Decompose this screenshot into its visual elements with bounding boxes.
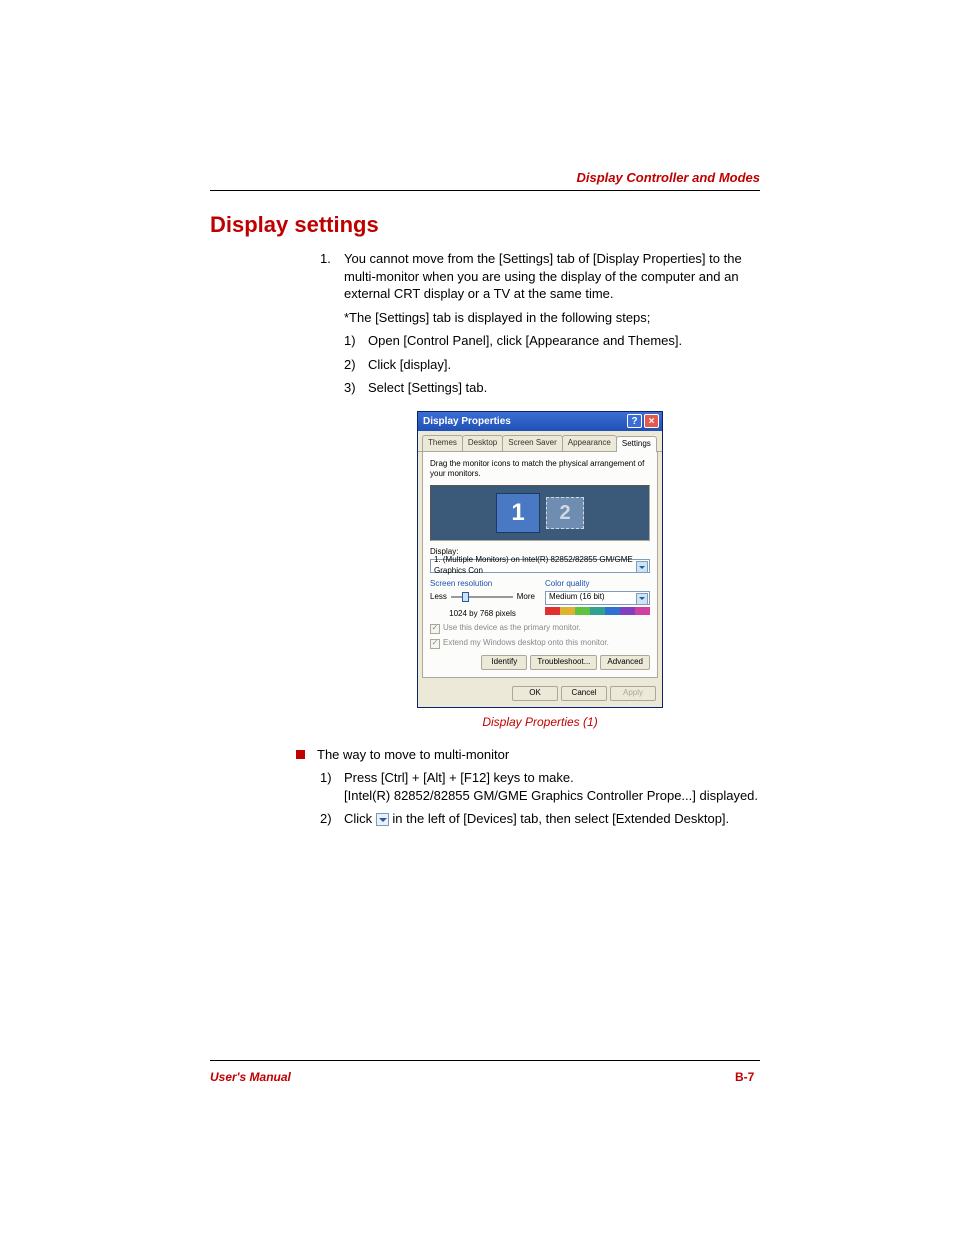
bullet-text: The way to move to multi-monitor <box>317 746 509 764</box>
display-dropdown-value: 1. (Multiple Monitors) on Intel(R) 82852… <box>434 555 646 577</box>
footer-rule <box>210 1060 760 1061</box>
identify-button[interactable]: Identify <box>481 655 527 670</box>
cancel-button[interactable]: Cancel <box>561 686 607 701</box>
resolution-slider[interactable]: Less More <box>430 592 535 603</box>
troubleshoot-button[interactable]: Troubleshoot... <box>530 655 597 670</box>
step-text: Click in the left of [Devices] tab, then… <box>344 810 729 828</box>
dropdown-icon <box>376 813 389 826</box>
extend-desktop-checkbox: ✓ <box>430 639 440 649</box>
color-quality-dropdown[interactable]: Medium (16 bit) <box>545 591 650 605</box>
tab-settings[interactable]: Settings <box>616 436 657 452</box>
display-properties-dialog: Display Properties ? × Themes Desktop Sc… <box>417 411 663 708</box>
resolution-value: 1024 by 768 pixels <box>430 609 535 620</box>
display-dropdown[interactable]: 1. (Multiple Monitors) on Intel(R) 82852… <box>430 559 650 573</box>
chevron-down-icon <box>636 561 648 573</box>
slider-track[interactable] <box>451 596 513 598</box>
extend-desktop-label: Extend my Windows desktop onto this moni… <box>443 638 609 649</box>
step-text: Open [Control Panel], click [Appearance … <box>368 332 682 350</box>
step-number: 1) <box>320 769 344 804</box>
step-text: [Intel(R) 82852/82855 GM/GME Graphics Co… <box>344 787 758 805</box>
tab-appearance[interactable]: Appearance <box>562 435 617 451</box>
tab-screen-saver[interactable]: Screen Saver <box>502 435 562 451</box>
step-text: Select [Settings] tab. <box>368 379 487 397</box>
header-rule <box>210 190 760 191</box>
apply-button[interactable]: Apply <box>610 686 656 701</box>
instruction-text: Drag the monitor icons to match the phys… <box>430 459 650 481</box>
tab-themes[interactable]: Themes <box>422 435 463 451</box>
tab-desktop[interactable]: Desktop <box>462 435 503 451</box>
monitor-2[interactable]: 2 <box>546 497 584 529</box>
tab-strip: Themes Desktop Screen Saver Appearance S… <box>418 431 662 452</box>
ok-button[interactable]: OK <box>512 686 558 701</box>
advanced-button[interactable]: Advanced <box>600 655 650 670</box>
monitor-arrangement-area[interactable]: 1 2 <box>430 485 650 541</box>
step-number: 2) <box>320 810 344 828</box>
color-quality-label: Color quality <box>545 579 650 590</box>
primary-monitor-label: Use this device as the primary monitor. <box>443 623 581 634</box>
main-heading: Display settings <box>210 212 379 238</box>
slider-thumb[interactable] <box>462 592 469 602</box>
color-quality-bar <box>545 607 650 615</box>
list-number: 1. <box>320 250 344 303</box>
color-quality-value: Medium (16 bit) <box>549 592 605 603</box>
step-text: Click [display]. <box>368 356 451 374</box>
section-header: Display Controller and Modes <box>577 170 760 185</box>
dialog-title: Display Properties <box>423 415 511 429</box>
close-button[interactable]: × <box>644 414 659 428</box>
primary-monitor-checkbox: ✓ <box>430 624 440 634</box>
step-number: 2) <box>344 356 368 374</box>
footer-left: User's Manual <box>210 1070 291 1084</box>
figure-caption: Display Properties (1) <box>482 714 597 730</box>
step-number: 1) <box>344 332 368 350</box>
step-text: Press [Ctrl] + [Alt] + [F12] keys to mak… <box>344 769 758 787</box>
tab-panel-settings: Drag the monitor icons to match the phys… <box>422 452 658 678</box>
chevron-down-icon <box>636 593 648 605</box>
slider-less-label: Less <box>430 592 447 603</box>
slider-more-label: More <box>517 592 535 603</box>
note-line: *The [Settings] tab is displayed in the … <box>344 309 760 327</box>
monitor-1[interactable]: 1 <box>496 493 540 533</box>
footer-right: B-7 <box>735 1070 754 1084</box>
titlebar[interactable]: Display Properties ? × <box>418 412 662 431</box>
step-number: 3) <box>344 379 368 397</box>
help-button[interactable]: ? <box>627 414 642 428</box>
bullet-icon <box>296 750 305 759</box>
paragraph: You cannot move from the [Settings] tab … <box>344 250 760 303</box>
screen-resolution-label: Screen resolution <box>430 579 535 590</box>
